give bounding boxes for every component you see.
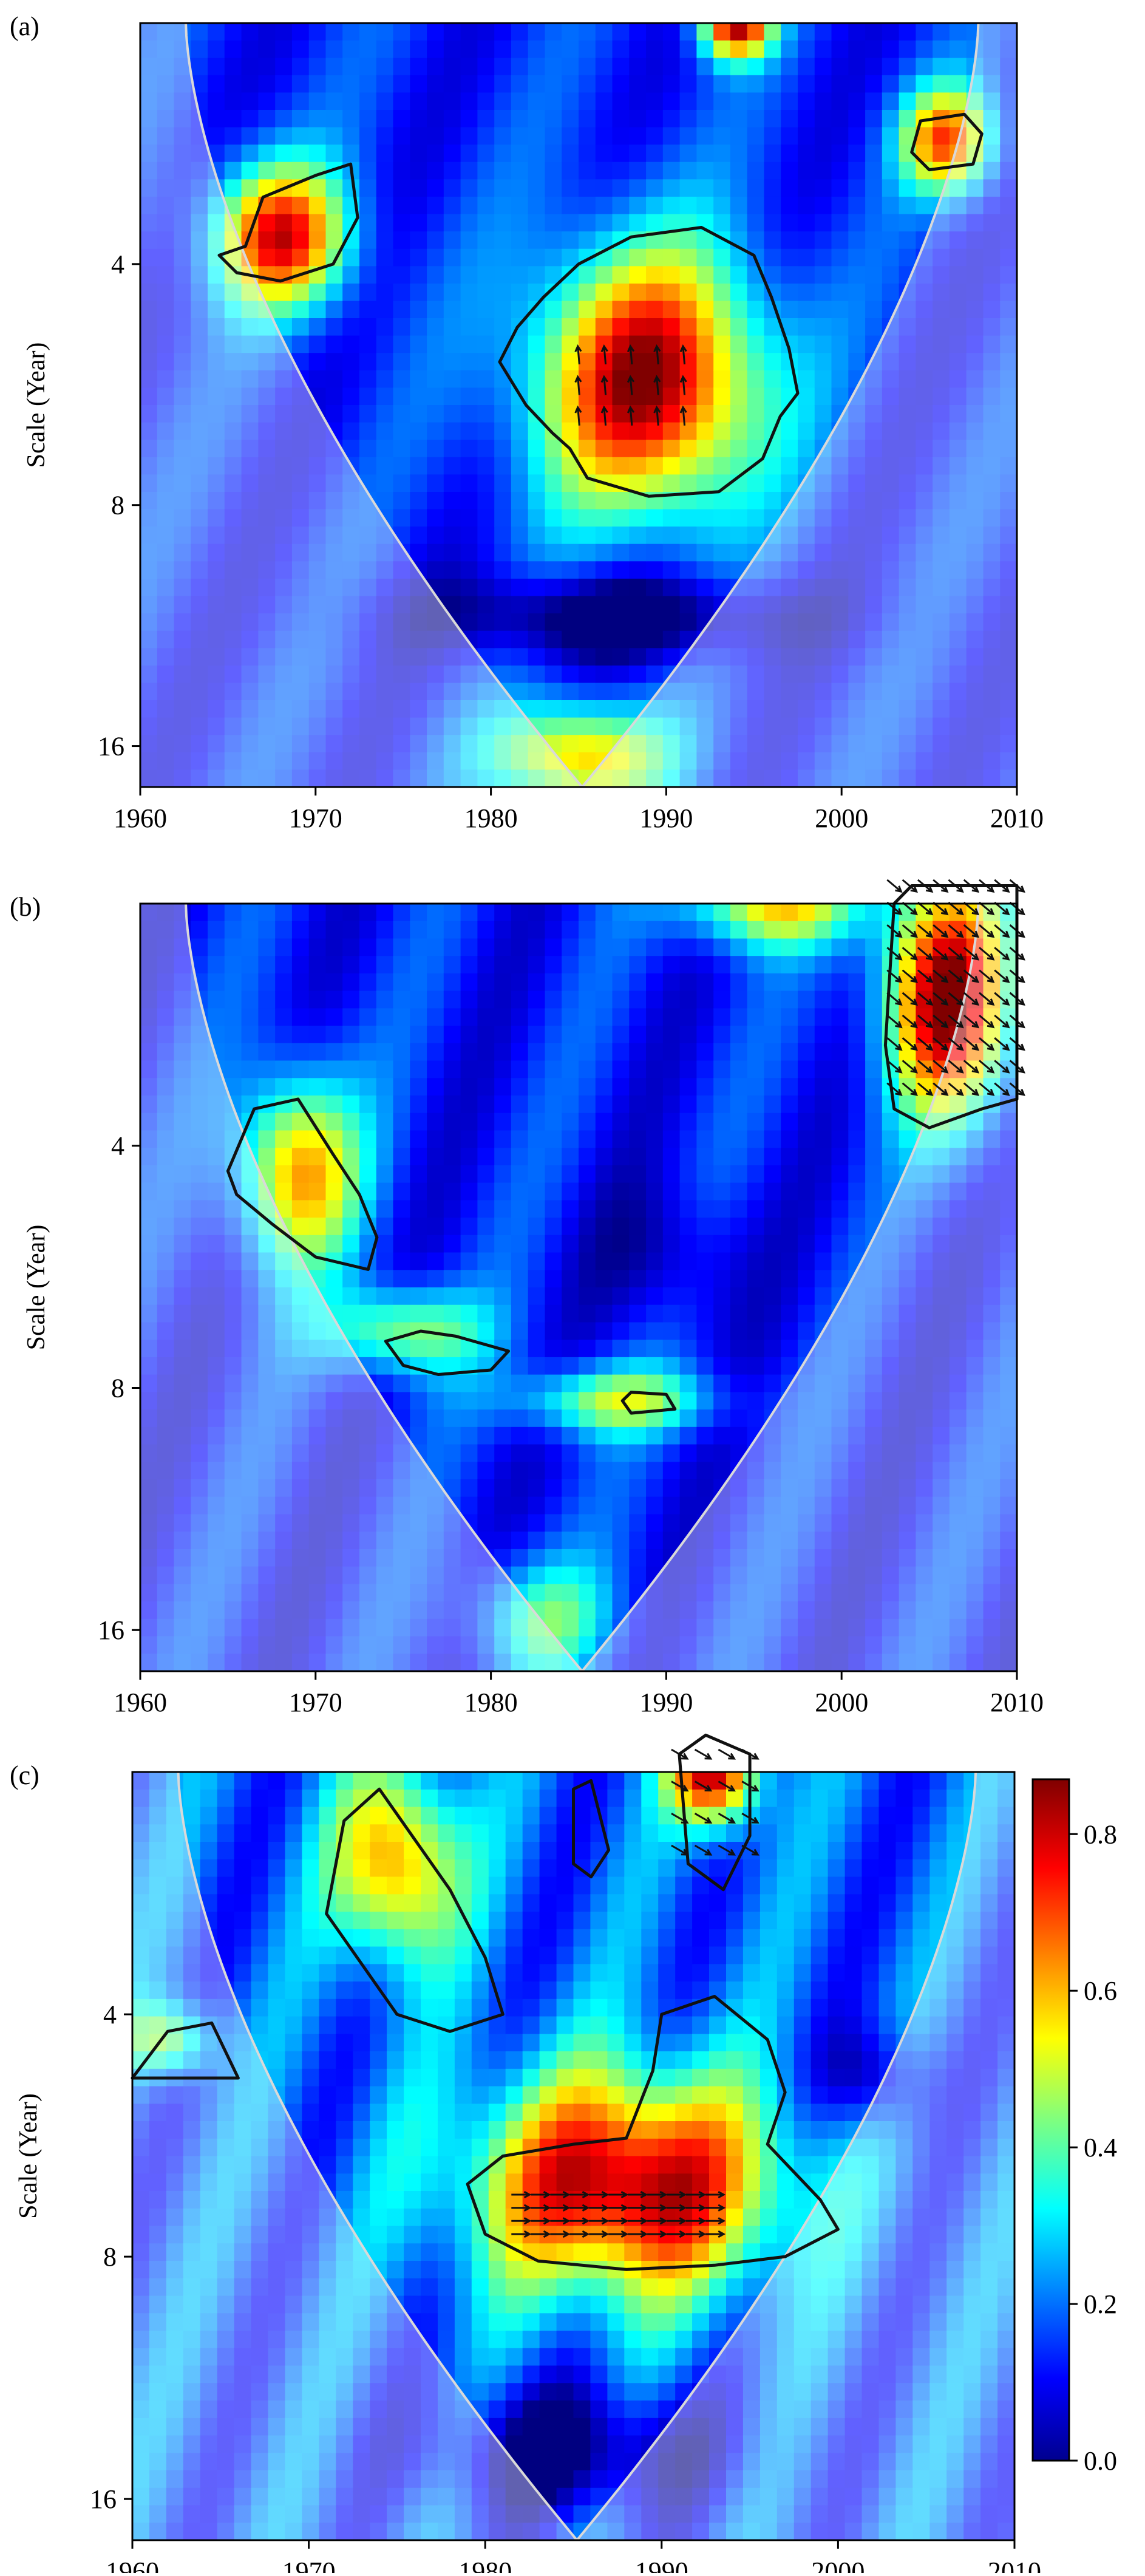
panel-1: 1960 1970 1980 1990 2000 2010 4 8 16 Scale (Year)…: [10, 12, 1044, 833]
y-tick-label: 16: [98, 1615, 124, 1645]
colorbar: 0.0 0.2 0.4 0.6 0.8: [1033, 1779, 1117, 2476]
y-tick-label: 8: [103, 2242, 117, 2272]
x-tick-label: 2000: [811, 2557, 865, 2573]
y-axis-title: Scale (Year): [22, 342, 50, 468]
x-tick-label: 1960: [114, 803, 167, 833]
x-tick-label: 1970: [289, 1688, 342, 1717]
x-tick-label: 1980: [464, 803, 518, 833]
y-tick-label: 16: [90, 2484, 117, 2514]
y-tick-label: 8: [111, 491, 124, 520]
phase-arrow: [887, 880, 901, 891]
y-tick-label: 8: [111, 1373, 124, 1403]
x-tick-label: 2000: [815, 803, 868, 833]
y-tick-label: 4: [111, 250, 124, 279]
x-tick-label: 1980: [458, 2557, 512, 2573]
x-tick-label: 1960: [106, 2557, 159, 2573]
phase-arrow: [718, 1750, 734, 1759]
x-tick-label: 2010: [990, 1688, 1044, 1717]
panel-label: (c): [10, 1760, 39, 1790]
colorbar-gradient: [1033, 1779, 1069, 2461]
colorbar-tick-label: 0.8: [1084, 1819, 1117, 1849]
y-tick-label: 4: [111, 1131, 124, 1161]
x-tick-label: 1980: [464, 1688, 518, 1717]
x-tick-label: 1990: [635, 2557, 688, 2573]
colorbar-tick-label: 0.4: [1084, 2133, 1117, 2162]
x-tick-label: 2010: [990, 803, 1044, 833]
panel-2: 1960 1970 1980 1990 2000 2010 4 8 16 Scale (Year)…: [10, 880, 1044, 1717]
x-tick-label: 2010: [988, 2557, 1041, 2573]
colorbar-tick-label: 0.0: [1084, 2446, 1117, 2476]
phase-arrow: [695, 1750, 711, 1759]
y-tick-label: 4: [103, 2000, 117, 2029]
x-tick-label: 2000: [815, 1688, 868, 1717]
panel-label: (b): [10, 892, 41, 922]
y-tick-label: 16: [98, 732, 124, 762]
x-tick-label: 1960: [114, 1688, 167, 1717]
colorbar-tick-label: 0.2: [1084, 2289, 1117, 2319]
y-axis-title: Scale (Year): [15, 2093, 42, 2219]
x-tick-label: 1970: [289, 803, 342, 833]
panel-label: (a): [10, 12, 39, 41]
x-tick-label: 1970: [282, 2557, 336, 2573]
panel-3: 1960 1970 1980 1990 2000 2010 4 8 16 Scale (Year)…: [10, 1735, 1041, 2573]
colorbar-tick-label: 0.6: [1084, 1976, 1117, 2006]
y-axis-title: Scale (Year): [22, 1225, 50, 1351]
x-tick-label: 1990: [639, 803, 693, 833]
x-tick-label: 1990: [639, 1688, 693, 1717]
